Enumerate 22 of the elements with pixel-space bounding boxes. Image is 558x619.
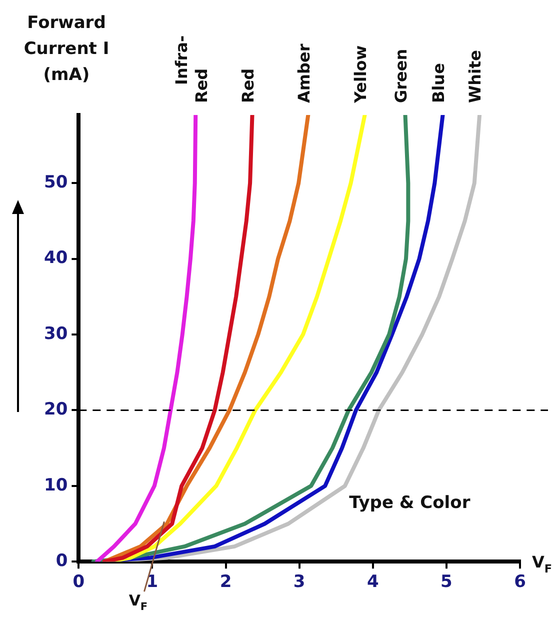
text: Red	[238, 68, 258, 103]
x-tick-label: 1	[146, 572, 158, 592]
x-tick-label: 5	[440, 572, 452, 592]
x-tick-label: 3	[293, 572, 306, 592]
y-tick-label: 50	[44, 172, 68, 193]
y-axis-title: Forward Current I (mA)	[22, 12, 110, 87]
text: Blue	[428, 62, 448, 103]
x-tick-label: 2	[220, 572, 232, 592]
y-tick-label: 20	[44, 400, 68, 420]
y-tick-label: 30	[44, 324, 68, 344]
annotation: Type & Color	[349, 492, 471, 513]
text: Infra-Red	[172, 35, 211, 103]
text: Yellow	[350, 45, 370, 104]
x-tick-label: 4	[366, 572, 379, 592]
text: Amber	[294, 44, 314, 103]
text: Green	[391, 48, 410, 103]
x-tick-label: 0	[72, 572, 85, 592]
text: White	[466, 50, 485, 103]
y-tick-label: 40	[44, 248, 68, 268]
x-tick-label: 6	[514, 572, 526, 592]
y-tick-label: 10	[44, 475, 68, 496]
y-tick-label: 0	[56, 551, 68, 572]
